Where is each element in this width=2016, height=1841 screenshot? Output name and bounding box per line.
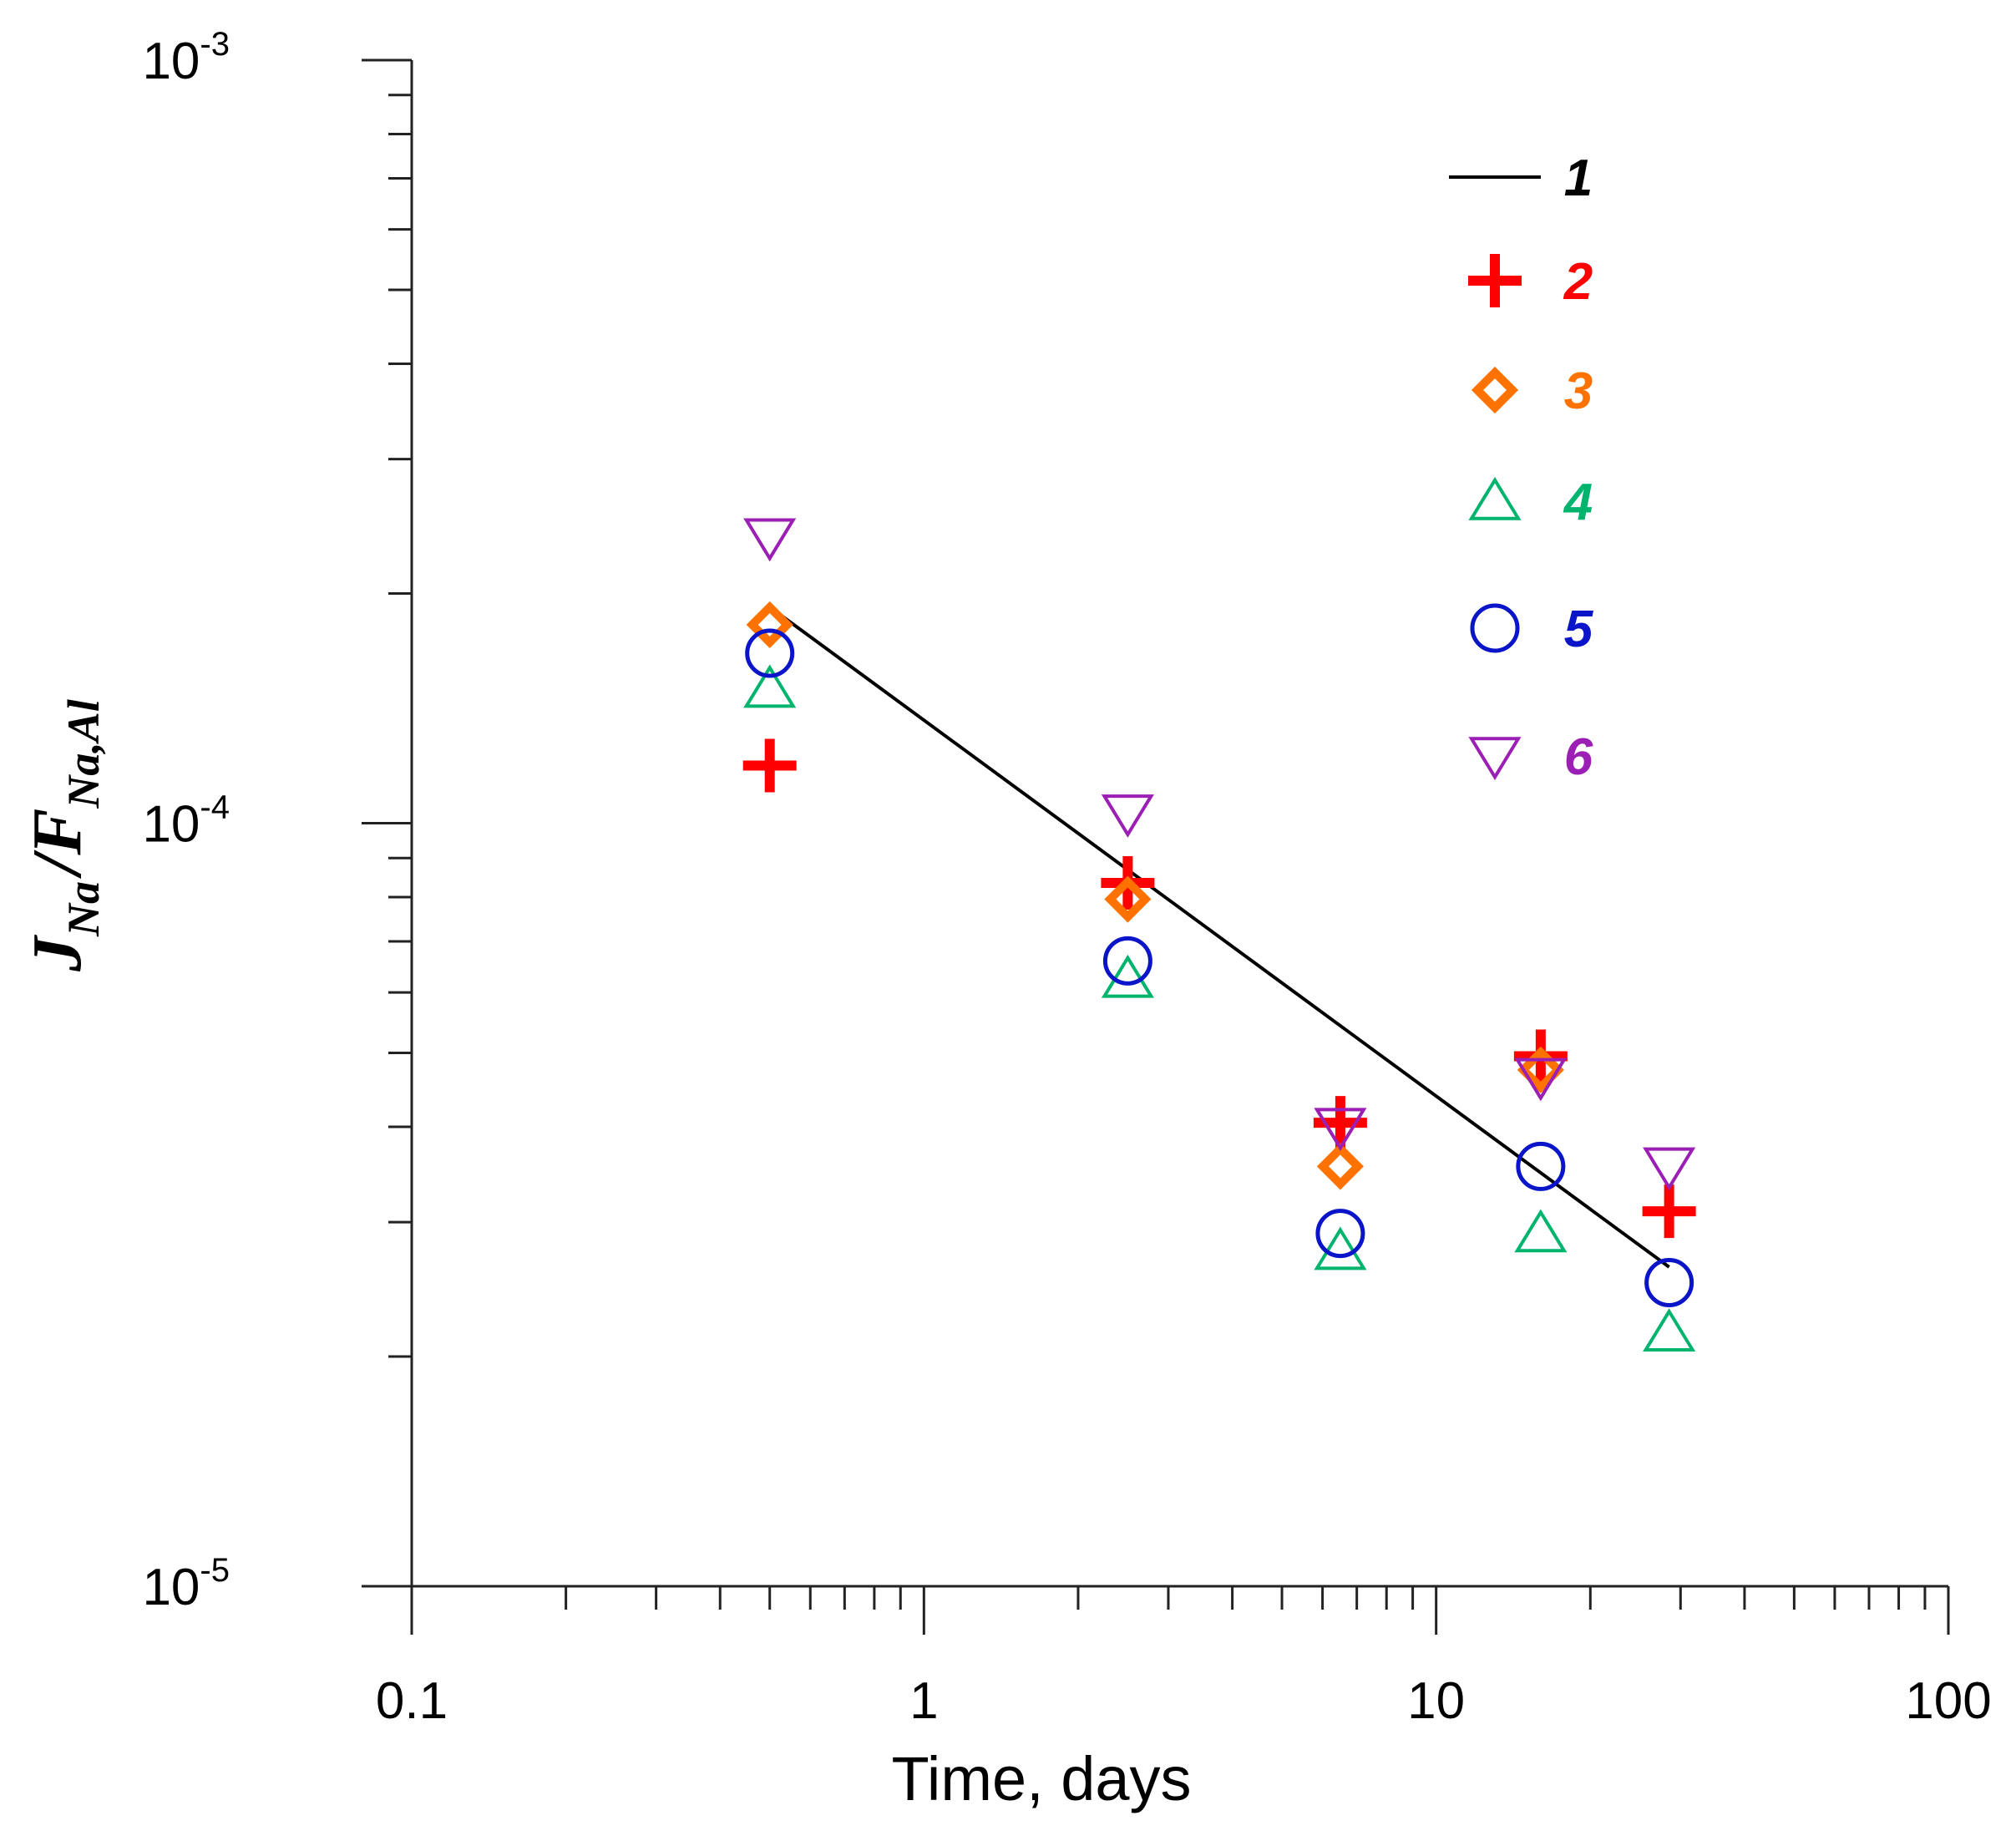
ticks xyxy=(362,58,1950,1635)
legend-label: 3 xyxy=(1564,363,1593,420)
data-point xyxy=(1643,1147,1696,1191)
legend-entry-6: 6 xyxy=(1468,728,1593,786)
data-point xyxy=(1104,875,1152,923)
x-tick-label: 10 xyxy=(1407,1672,1465,1730)
fit-line xyxy=(768,606,1670,1269)
x-tick-label: 0.1 xyxy=(376,1672,448,1730)
data-point xyxy=(1514,1057,1568,1102)
data-point xyxy=(1314,1108,1367,1152)
legend-marker xyxy=(1468,476,1522,520)
legend: 1 2 3 4 5 6 xyxy=(1449,150,1594,786)
series-3 xyxy=(746,601,1564,1190)
y-label-j: J xyxy=(18,934,96,972)
data-point xyxy=(1316,1143,1364,1190)
data-point xyxy=(1101,794,1154,838)
legend-marker xyxy=(1470,603,1520,653)
y-tick-label: 10-3 xyxy=(142,26,230,90)
axes xyxy=(362,60,1948,1588)
legend-entry-1: 1 xyxy=(1449,150,1593,207)
data-point xyxy=(746,601,793,648)
legend-marker xyxy=(1471,366,1519,414)
data-point xyxy=(1517,1046,1564,1093)
y-label-sub-na: Na xyxy=(58,881,109,937)
data-point xyxy=(745,628,795,678)
tick-labels: 0.1 1 10 100 10-3 10-4 10-5 xyxy=(142,26,1991,1730)
legend-marker xyxy=(1468,737,1522,781)
legend-label: 6 xyxy=(1564,728,1593,786)
y-tick-label: 10-5 xyxy=(142,1552,230,1616)
legend-label: 2 xyxy=(1563,253,1593,311)
data-point xyxy=(743,664,797,708)
legend-label: 4 xyxy=(1563,474,1593,531)
series-6 xyxy=(743,518,1696,1191)
y-tick-label: 10-4 xyxy=(142,789,230,854)
svg-text:JNa/FNa,Al: JNa/FNa,Al xyxy=(18,699,109,972)
legend-entry-5: 5 xyxy=(1470,601,1594,658)
data-point xyxy=(1644,1257,1694,1307)
x-axis-label: Time, days xyxy=(891,1744,1191,1813)
legend-marker xyxy=(1468,254,1522,307)
data-point xyxy=(742,738,797,793)
data-point xyxy=(1643,1308,1696,1352)
x-tick-label: 100 xyxy=(1905,1672,1991,1730)
legend-entry-2: 2 xyxy=(1468,253,1593,311)
plot-area xyxy=(742,518,1696,1352)
legend-entry-4: 4 xyxy=(1468,474,1593,531)
series-1 xyxy=(768,606,1670,1269)
legend-entry-3: 3 xyxy=(1471,363,1593,420)
data-point xyxy=(743,518,797,562)
data-point xyxy=(1315,1209,1365,1259)
series-2 xyxy=(742,738,1696,1239)
legend-label: 1 xyxy=(1564,150,1593,207)
data-point xyxy=(1101,954,1154,998)
x-tick-label: 1 xyxy=(909,1672,938,1730)
y-label-sub-naal: Na,Al xyxy=(58,699,109,809)
data-point xyxy=(1642,1184,1696,1239)
legend-label: 5 xyxy=(1564,601,1594,658)
y-axis-label: JNa/FNa,Al xyxy=(18,699,109,972)
data-point xyxy=(1516,1141,1566,1191)
data-point xyxy=(1514,1209,1568,1253)
data-point xyxy=(1314,1226,1367,1270)
series-5 xyxy=(745,628,1694,1307)
data-point xyxy=(1102,936,1152,986)
y-label-f: F xyxy=(18,809,96,856)
series-4 xyxy=(743,664,1696,1352)
data-point xyxy=(1313,1096,1367,1150)
